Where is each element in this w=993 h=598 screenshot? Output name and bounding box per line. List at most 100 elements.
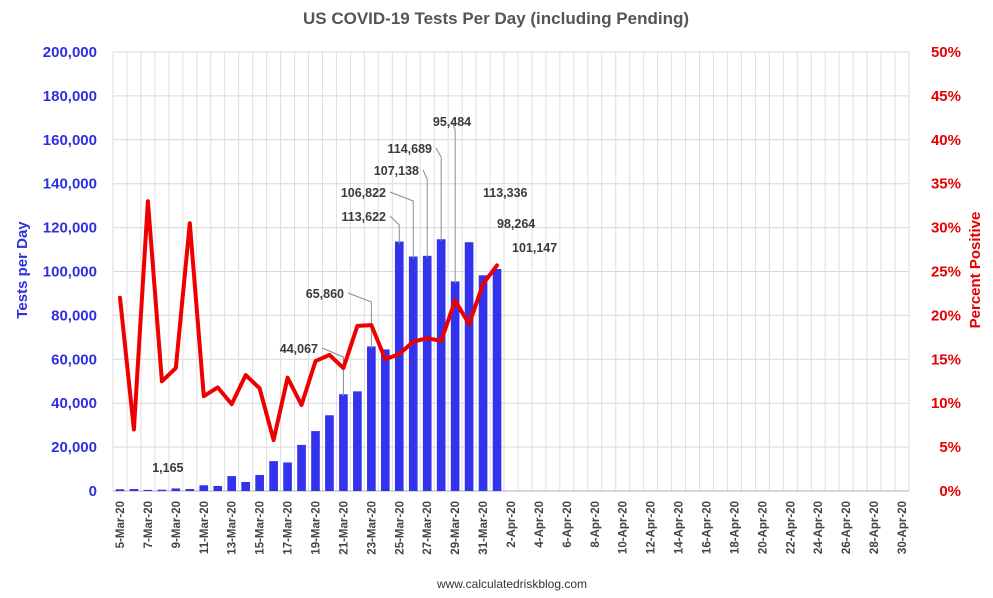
x-tick-label: 18-Apr-20 bbox=[729, 501, 741, 554]
x-tick-label: 26-Apr-20 bbox=[841, 501, 853, 554]
bar-series bbox=[115, 239, 502, 491]
bar bbox=[129, 489, 139, 491]
bar bbox=[213, 485, 223, 491]
label-leader-lines bbox=[321, 120, 456, 397]
bar bbox=[171, 488, 181, 491]
leader-line bbox=[321, 347, 344, 397]
x-tick-label: 27-Mar-20 bbox=[422, 501, 434, 555]
bar bbox=[227, 476, 237, 491]
x-tick-label: 29-Mar-20 bbox=[450, 501, 462, 555]
data-labels: 1,165 44,067 65,860 113,622 106,822 107,138 11… bbox=[152, 115, 557, 475]
x-tick-label: 13-Mar-20 bbox=[227, 501, 239, 555]
y-left-tick-label: 20,000 bbox=[51, 439, 97, 456]
x-tick-label: 7-Mar-20 bbox=[143, 501, 155, 548]
bar bbox=[157, 489, 167, 491]
y-right-tick-label: 35% bbox=[931, 176, 961, 193]
bar bbox=[325, 415, 334, 491]
x-tick-label: 24-Apr-20 bbox=[813, 501, 825, 554]
bar bbox=[143, 489, 153, 491]
x-tick-label: 25-Mar-20 bbox=[394, 501, 406, 555]
bar bbox=[185, 489, 195, 491]
y-right-tick-label: 25% bbox=[931, 264, 961, 281]
leader-line bbox=[422, 169, 428, 258]
chart-title: US COVID-19 Tests Per Day (including Pen… bbox=[303, 9, 689, 28]
bar bbox=[353, 391, 362, 491]
y-left-tick-label: 40,000 bbox=[51, 395, 97, 412]
y-axis-left-title: Tests per Day bbox=[14, 221, 31, 319]
x-tick-label: 30-Apr-20 bbox=[897, 501, 909, 554]
bar bbox=[408, 256, 418, 491]
bar bbox=[492, 268, 502, 491]
x-tick-label: 12-Apr-20 bbox=[646, 501, 658, 554]
y-right-tick-label: 45% bbox=[931, 88, 961, 105]
bar bbox=[464, 242, 474, 491]
y-left-tick-label: 100,000 bbox=[43, 264, 97, 281]
y-left-tick-label: 120,000 bbox=[43, 220, 97, 237]
x-tick-label: 15-Mar-20 bbox=[255, 501, 267, 555]
data-label: 1,165 bbox=[152, 461, 183, 475]
bar bbox=[199, 485, 209, 491]
data-label: 113,336 bbox=[483, 186, 528, 200]
x-tick-label: 16-Apr-20 bbox=[702, 501, 714, 554]
x-tick-label: 10-Apr-20 bbox=[618, 501, 630, 554]
bar bbox=[297, 444, 306, 491]
bar bbox=[241, 482, 250, 491]
x-tick-label: 31-Mar-20 bbox=[478, 501, 490, 555]
y-left-tick-label: 180,000 bbox=[43, 88, 97, 105]
y-right-tick-label: 0% bbox=[939, 483, 961, 500]
x-tick-label: 4-Apr-20 bbox=[534, 501, 546, 548]
bar bbox=[269, 461, 278, 491]
leader-line bbox=[451, 120, 456, 284]
data-label: 44,067 bbox=[280, 342, 318, 356]
x-tick-label: 8-Apr-20 bbox=[590, 501, 602, 548]
percent-positive-line bbox=[118, 199, 499, 443]
bar bbox=[422, 255, 432, 491]
x-tick-label: 2-Apr-20 bbox=[506, 501, 518, 548]
x-tick-label: 22-Apr-20 bbox=[785, 501, 797, 554]
y-left-tick-label: 200,000 bbox=[43, 44, 97, 61]
data-label: 113,622 bbox=[342, 210, 387, 224]
x-tick-label: 28-Apr-20 bbox=[869, 501, 881, 554]
bar bbox=[283, 462, 292, 491]
bar bbox=[115, 489, 125, 491]
y-left-tick-label: 80,000 bbox=[51, 307, 97, 324]
x-tick-label: 23-Mar-20 bbox=[366, 501, 378, 555]
leader-line bbox=[389, 215, 400, 244]
leader-line bbox=[389, 191, 414, 259]
data-label: 95,484 bbox=[433, 115, 471, 129]
bar bbox=[436, 239, 446, 491]
y-left-tick-label: 0 bbox=[89, 483, 97, 500]
source-credit: www.calculatedriskblog.com bbox=[436, 577, 587, 591]
data-label: 101,147 bbox=[512, 241, 557, 255]
x-tick-label: 14-Apr-20 bbox=[674, 501, 686, 554]
x-tick-label: 19-Mar-20 bbox=[310, 501, 322, 555]
bar bbox=[255, 474, 264, 491]
leader-line bbox=[435, 147, 442, 242]
gridlines bbox=[112, 51, 910, 492]
bar bbox=[478, 275, 488, 491]
data-label: 114,689 bbox=[388, 142, 433, 156]
x-tick-label: 9-Mar-20 bbox=[171, 501, 183, 548]
y-right-tick-label: 30% bbox=[931, 220, 961, 237]
y-right-tick-label: 10% bbox=[931, 395, 961, 412]
bar bbox=[394, 241, 404, 491]
x-tick-label: 21-Mar-20 bbox=[338, 501, 350, 555]
bar bbox=[311, 431, 320, 491]
y-left-tick-label: 140,000 bbox=[43, 176, 97, 193]
x-tick-label: 5-Mar-20 bbox=[115, 501, 127, 548]
y-axis-right-title: Percent Positive bbox=[967, 212, 984, 329]
data-label: 98,264 bbox=[497, 217, 535, 231]
y-right-tick-label: 5% bbox=[939, 439, 961, 456]
y-right-tick-label: 15% bbox=[931, 351, 961, 368]
data-label: 65,860 bbox=[306, 287, 344, 301]
y-left-tick-label: 160,000 bbox=[43, 132, 97, 149]
data-label: 106,822 bbox=[341, 186, 386, 200]
y-right-tick-label: 40% bbox=[931, 132, 961, 149]
bar bbox=[339, 394, 348, 491]
x-tick-label: 6-Apr-20 bbox=[562, 501, 574, 548]
bar bbox=[450, 281, 460, 491]
y-left-tick-label: 60,000 bbox=[51, 351, 97, 368]
x-tick-label: 17-Mar-20 bbox=[283, 501, 295, 555]
axis-ticks: 0 20,000 40,000 60,000 80,000 100,000 120,000 1… bbox=[43, 44, 961, 555]
